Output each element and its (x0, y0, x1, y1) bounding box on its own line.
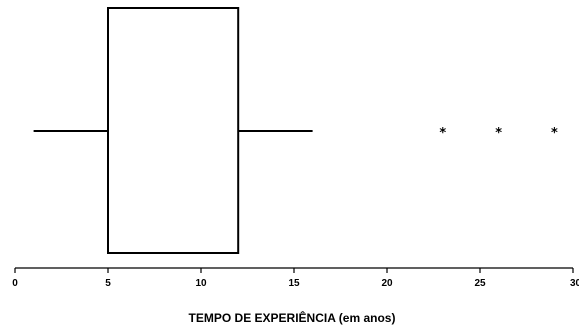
x-tick-label: 30 (570, 278, 579, 289)
outliers: * * * (439, 126, 558, 141)
x-tick-label: 20 (381, 278, 393, 289)
outlier-point: * (551, 126, 558, 141)
x-tick-label: 15 (288, 278, 300, 289)
outlier-point: * (495, 126, 502, 141)
plot-area: * * * (33, 7, 558, 254)
x-tick-label: 0 (12, 278, 18, 289)
x-tick-label: 10 (195, 278, 207, 289)
x-axis-label: TEMPO DE EXPERIÊNCIA (em anos) (189, 310, 396, 325)
x-tick-label: 25 (474, 278, 486, 289)
outlier-point: * (439, 126, 446, 141)
box-iqr (107, 7, 240, 254)
x-axis: 0 5 10 15 20 25 30 (12, 267, 579, 289)
x-axis-ticks: 0 5 10 15 20 25 30 (12, 268, 579, 289)
x-tick-label: 5 (105, 278, 111, 289)
